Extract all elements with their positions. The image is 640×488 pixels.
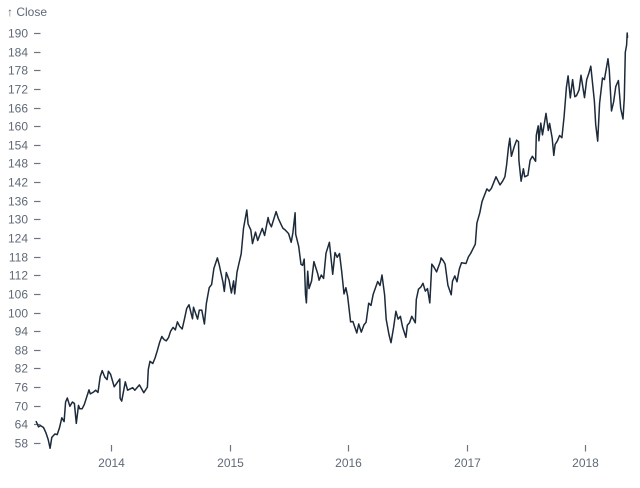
y-tick-label: 64 xyxy=(15,418,29,432)
x-tick-label: 2018 xyxy=(572,456,599,470)
y-tick-label: 100 xyxy=(8,307,28,321)
y-tick-label: 130 xyxy=(8,213,28,227)
y-tick-label: 70 xyxy=(15,400,29,414)
y-tick-label: 136 xyxy=(8,195,28,209)
y-tick-label: 148 xyxy=(8,157,28,171)
y-tick-label: 184 xyxy=(8,46,28,60)
x-tick-label: 2014 xyxy=(98,456,125,470)
y-tick-label: 106 xyxy=(8,288,28,302)
y-tick-label: 58 xyxy=(15,437,29,451)
y-tick-label: 142 xyxy=(8,176,28,190)
y-tick-label: 82 xyxy=(15,362,29,376)
y-tick-label: 94 xyxy=(15,325,29,339)
y-tick-label: 112 xyxy=(9,269,28,283)
x-tick-label: 2017 xyxy=(454,456,481,470)
price-line xyxy=(35,32,629,450)
x-tick-label: 2015 xyxy=(217,456,244,470)
y-tick-label: 118 xyxy=(9,251,28,265)
line-series xyxy=(35,32,629,450)
x-tick-label: 2016 xyxy=(335,456,362,470)
y-tick-label: 160 xyxy=(8,120,28,134)
x-axis: 2014 2015 2016 2017 2018 xyxy=(98,445,599,470)
y-tick-label: 166 xyxy=(8,102,28,116)
y-tick-label: 76 xyxy=(15,381,29,395)
y-tick-label: 124 xyxy=(8,232,28,246)
y-tick-label: 178 xyxy=(8,64,28,78)
y-tick-label: 88 xyxy=(15,344,29,358)
y-tick-label: 172 xyxy=(8,83,28,97)
y-axis: 58 64 70 76 82 88 94 100 106 112 118 124 130 136 142 14… xyxy=(8,27,41,451)
y-tick-label: 190 xyxy=(8,27,28,41)
y-axis-label: ↑ Close xyxy=(7,5,47,19)
y-tick-label: 154 xyxy=(8,139,28,153)
